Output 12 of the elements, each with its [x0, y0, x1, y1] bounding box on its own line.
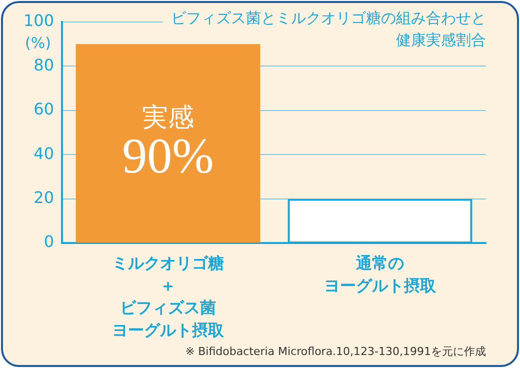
- y-axis-title: (%): [25, 34, 51, 52]
- text: ※ Bifidobacteria Microflora.10,123-130,1991を元に作成: [185, 344, 486, 358]
- annotation: 実感: [142, 103, 194, 134]
- x-tick-label: ミルクオリゴ糖＋ビフィズス菌ヨーグルト摂取: [112, 253, 225, 340]
- y-tick-label: 0: [44, 232, 54, 252]
- x-tick-label: 通常のヨーグルト摂取: [324, 253, 437, 295]
- y-tick-label: 40: [34, 144, 54, 163]
- y-tick-label: 100: [23, 11, 54, 30]
- y-tick-label: 60: [34, 100, 54, 119]
- y-tick-label: 20: [34, 188, 54, 207]
- chart-title: ビフィズス菌とミルクオリゴ糖の組み合わせと健康実感割合: [171, 8, 486, 49]
- y-tick-label: 80: [34, 55, 54, 74]
